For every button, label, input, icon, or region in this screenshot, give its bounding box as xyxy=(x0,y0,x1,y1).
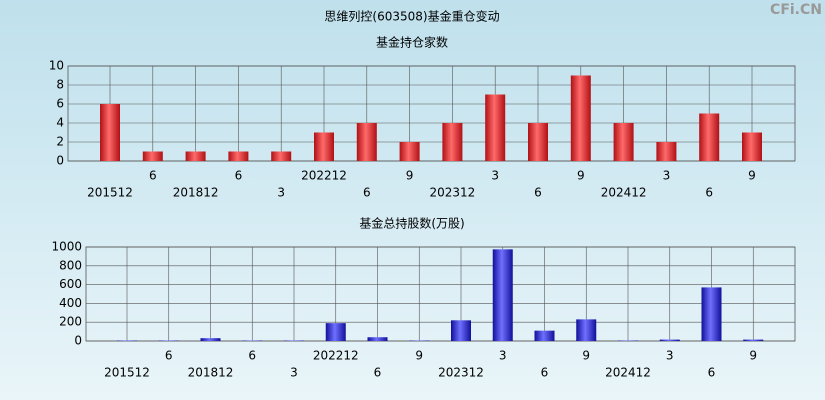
x-tick-label: 202312 xyxy=(429,186,475,200)
bar xyxy=(228,151,249,161)
x-tick-label: 202212 xyxy=(313,349,359,363)
bar xyxy=(451,320,471,341)
x-tick-label: 9 xyxy=(749,349,757,363)
watermark: CFi.CN xyxy=(770,2,822,18)
x-tick-label: 3 xyxy=(277,186,285,200)
bar xyxy=(613,123,634,161)
x-tick-label: 201512 xyxy=(104,366,150,380)
chart-title: 基金总持股数(万股) xyxy=(359,216,464,231)
x-tick-label: 3 xyxy=(666,349,674,363)
bar xyxy=(528,123,548,161)
x-tick-label: 6 xyxy=(374,366,382,380)
y-tick-label: 10 xyxy=(49,59,64,73)
y-tick-label: 600 xyxy=(59,277,82,291)
bar xyxy=(534,330,555,341)
bar xyxy=(701,287,722,341)
y-tick-label: 2 xyxy=(56,135,64,149)
x-tick-label: 6 xyxy=(708,366,716,380)
x-tick-label: 3 xyxy=(491,169,499,183)
bar xyxy=(570,75,591,161)
x-tick-label: 3 xyxy=(499,349,507,363)
y-tick-label: 800 xyxy=(59,258,82,272)
bar xyxy=(271,151,292,161)
x-tick-label: 201812 xyxy=(173,186,219,200)
y-tick-label: 8 xyxy=(56,78,64,92)
x-tick-label: 202312 xyxy=(438,366,484,380)
bar xyxy=(142,151,163,161)
bar xyxy=(100,104,120,161)
y-tick-label: 200 xyxy=(59,315,82,329)
chart-title: 基金持仓家数 xyxy=(376,35,448,50)
x-tick-label: 6 xyxy=(149,169,157,183)
bar xyxy=(314,132,334,161)
bar xyxy=(356,123,377,161)
x-tick-label: 6 xyxy=(705,186,713,200)
bar xyxy=(485,94,506,161)
x-tick-label: 202412 xyxy=(601,186,647,200)
bar xyxy=(659,339,680,341)
x-tick-label: 6 xyxy=(534,186,542,200)
bar xyxy=(656,142,677,161)
x-tick-label: 9 xyxy=(577,169,585,183)
x-tick-label: 6 xyxy=(363,186,371,200)
y-tick-label: 400 xyxy=(59,296,82,310)
bar xyxy=(442,123,463,161)
bar xyxy=(325,323,346,341)
x-tick-label: 9 xyxy=(406,169,414,183)
x-tick-label: 6 xyxy=(248,349,256,363)
y-tick-label: 6 xyxy=(56,97,64,111)
bar xyxy=(743,339,764,341)
bar xyxy=(699,113,720,161)
bar xyxy=(367,337,388,341)
x-tick-label: 9 xyxy=(415,349,423,363)
bar xyxy=(492,249,513,341)
x-tick-label: 202412 xyxy=(605,366,651,380)
x-tick-label: 9 xyxy=(748,169,756,183)
bar xyxy=(399,142,420,161)
y-tick-label: 0 xyxy=(74,334,82,348)
x-tick-label: 9 xyxy=(582,349,590,363)
bar xyxy=(200,338,221,341)
x-tick-label: 6 xyxy=(165,349,173,363)
bar xyxy=(576,319,597,341)
y-tick-label: 0 xyxy=(56,154,64,168)
x-tick-label: 6 xyxy=(541,366,549,380)
x-tick-label: 201512 xyxy=(87,186,133,200)
page-title: 思维列控(603508)基金重仓变动 xyxy=(324,9,499,24)
x-tick-label: 201812 xyxy=(188,366,234,380)
x-tick-label: 202212 xyxy=(301,169,347,183)
y-tick-label: 4 xyxy=(56,116,64,130)
x-tick-label: 3 xyxy=(663,169,671,183)
x-tick-label: 3 xyxy=(290,366,298,380)
bar xyxy=(185,151,206,161)
y-tick-label: 1000 xyxy=(51,240,82,254)
x-tick-label: 6 xyxy=(235,169,243,183)
bar xyxy=(742,132,762,161)
